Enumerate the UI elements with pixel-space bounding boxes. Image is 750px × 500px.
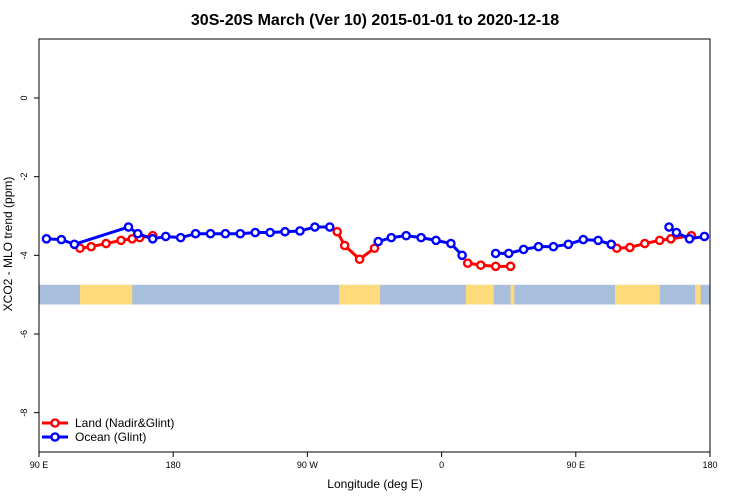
data-point (699, 231, 710, 242)
data-point (250, 227, 261, 238)
data-point (86, 241, 96, 252)
data-point (386, 232, 397, 243)
data-point (625, 242, 635, 253)
y-axis: 0 -2 -4 -6 -8 (19, 95, 39, 417)
y-tick-label: -6 (19, 330, 29, 338)
data-point (684, 234, 695, 244)
data-point (190, 228, 201, 239)
legend-marker (50, 432, 60, 442)
data-point (664, 222, 674, 232)
data-point (235, 228, 246, 239)
y-tick-label: -4 (19, 251, 29, 259)
data-point (666, 234, 676, 244)
x-tick-label: 90 W (297, 460, 319, 470)
y-axis-label: XCO2 - MLO trend (ppm) (1, 177, 15, 312)
data-point (41, 234, 52, 244)
y-tick-label: -2 (19, 173, 29, 181)
series-line (335, 231, 376, 261)
data-point (101, 238, 111, 249)
data-point (416, 232, 426, 243)
data-point (533, 241, 544, 252)
data-point (116, 235, 126, 246)
series-land (75, 226, 697, 272)
y-tick-label: -8 (19, 409, 29, 417)
data-point (606, 239, 617, 250)
data-point (578, 234, 589, 245)
data-point (265, 227, 275, 238)
land-mask-band (39, 284, 710, 305)
data-point (205, 228, 216, 239)
data-point (431, 235, 441, 246)
data-point (563, 239, 574, 250)
legend-marker (50, 418, 60, 428)
land-patch (465, 284, 494, 305)
data-point (548, 241, 559, 252)
data-point (505, 261, 516, 272)
x-axis: 90 E 180 90 W 0 90 E 180 (30, 452, 718, 470)
legend-label: Land (Nadir&Glint) (75, 416, 174, 430)
data-point (324, 222, 335, 232)
data-point (69, 239, 80, 250)
data-point (354, 254, 365, 265)
data-point (671, 227, 682, 238)
land-patch (695, 284, 701, 305)
chart-title: 30S-20S March (Ver 10) 2015-01-01 to 202… (191, 12, 559, 29)
data-point (56, 234, 67, 245)
data-point (220, 228, 231, 239)
data-point (462, 258, 473, 269)
data-point (446, 238, 456, 249)
data-point (310, 222, 320, 232)
land-patch (339, 284, 381, 305)
data-point (503, 248, 514, 259)
y-tick-label: 0 (19, 95, 29, 100)
legend: Land (Nadir&Glint)Ocean (Glint) (42, 416, 174, 444)
data-point (295, 226, 305, 236)
data-point (280, 226, 290, 237)
land-patch (510, 284, 515, 305)
data-point (175, 232, 186, 243)
land-patch (80, 284, 133, 305)
data-point (147, 234, 158, 244)
data-point (490, 261, 501, 272)
data-point (132, 228, 143, 239)
data-point (160, 231, 171, 242)
data-point (123, 222, 134, 232)
data-point (654, 235, 665, 246)
data-point (457, 250, 467, 261)
legend-label: Ocean (Glint) (75, 430, 146, 444)
series-ocean (41, 222, 710, 261)
x-tick-label: 90 E (30, 460, 49, 470)
data-point (339, 240, 350, 251)
data-point (332, 226, 343, 237)
data-point (490, 248, 501, 259)
data-point (518, 244, 529, 255)
x-axis-label: Longitude (deg E) (327, 477, 422, 491)
data-point (475, 260, 486, 270)
land-patch (614, 284, 660, 305)
series-line (467, 261, 511, 268)
data-point (373, 236, 384, 247)
x-tick-label: 180 (702, 460, 717, 470)
x-tick-label: 0 (439, 460, 444, 470)
data-point (369, 243, 380, 254)
series-layer (41, 222, 710, 272)
data-point (401, 230, 411, 241)
data-point (593, 235, 603, 246)
x-tick-label: 90 E (567, 460, 586, 470)
data-point (639, 238, 650, 249)
x-tick-label: 180 (166, 460, 181, 470)
plot-frame (38, 38, 711, 453)
